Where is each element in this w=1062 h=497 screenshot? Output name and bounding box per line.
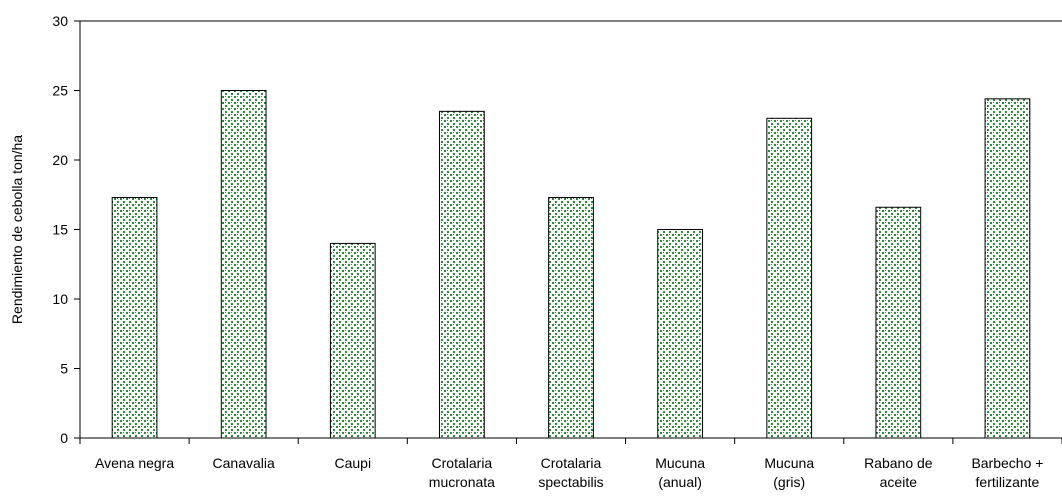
bar [984, 98, 1031, 439]
category-label: Barbecho + [971, 455, 1043, 471]
bar [657, 229, 703, 439]
category-label: aceite [880, 474, 918, 490]
category-label: Mucuna [655, 455, 705, 471]
category-label: mucronata [429, 474, 495, 490]
category-label: Canavalia [213, 455, 275, 471]
y-tick-label: 15 [52, 222, 68, 238]
y-tick-label: 30 [52, 13, 68, 29]
bars [111, 90, 1031, 439]
bar [875, 206, 922, 439]
bar [329, 242, 376, 439]
bar [548, 197, 594, 439]
category-label: (anual) [658, 474, 702, 490]
category-label: Crotalaria [432, 455, 493, 471]
category-label: Caupi [334, 455, 371, 471]
category-label: Rabano de [864, 455, 933, 471]
category-label: Crotalaria [541, 455, 602, 471]
bar [439, 110, 485, 439]
y-tick-label: 10 [52, 291, 68, 307]
y-tick-label: 20 [52, 152, 68, 168]
y-tick-label: 5 [60, 361, 68, 377]
category-label: Avena negra [95, 455, 174, 471]
category-label: (gris) [773, 474, 805, 490]
bar [220, 90, 267, 439]
y-tick-label: 0 [60, 430, 68, 446]
y-tick-label: 25 [52, 83, 68, 99]
bar [111, 197, 158, 439]
y-axis-title: Rendimiento de cebolla ton/ha [9, 135, 25, 324]
category-labels: Avena negra Canavalia Caupi Crotalaria mucro… [95, 455, 1043, 490]
bar [766, 117, 813, 439]
category-label: fertilizante [976, 474, 1040, 490]
y-axis: 0 5 10 15 20 25 30 [52, 13, 1062, 446]
category-label: Mucuna [764, 455, 814, 471]
category-label: spectabilis [538, 474, 603, 490]
x-axis [79, 437, 1062, 444]
